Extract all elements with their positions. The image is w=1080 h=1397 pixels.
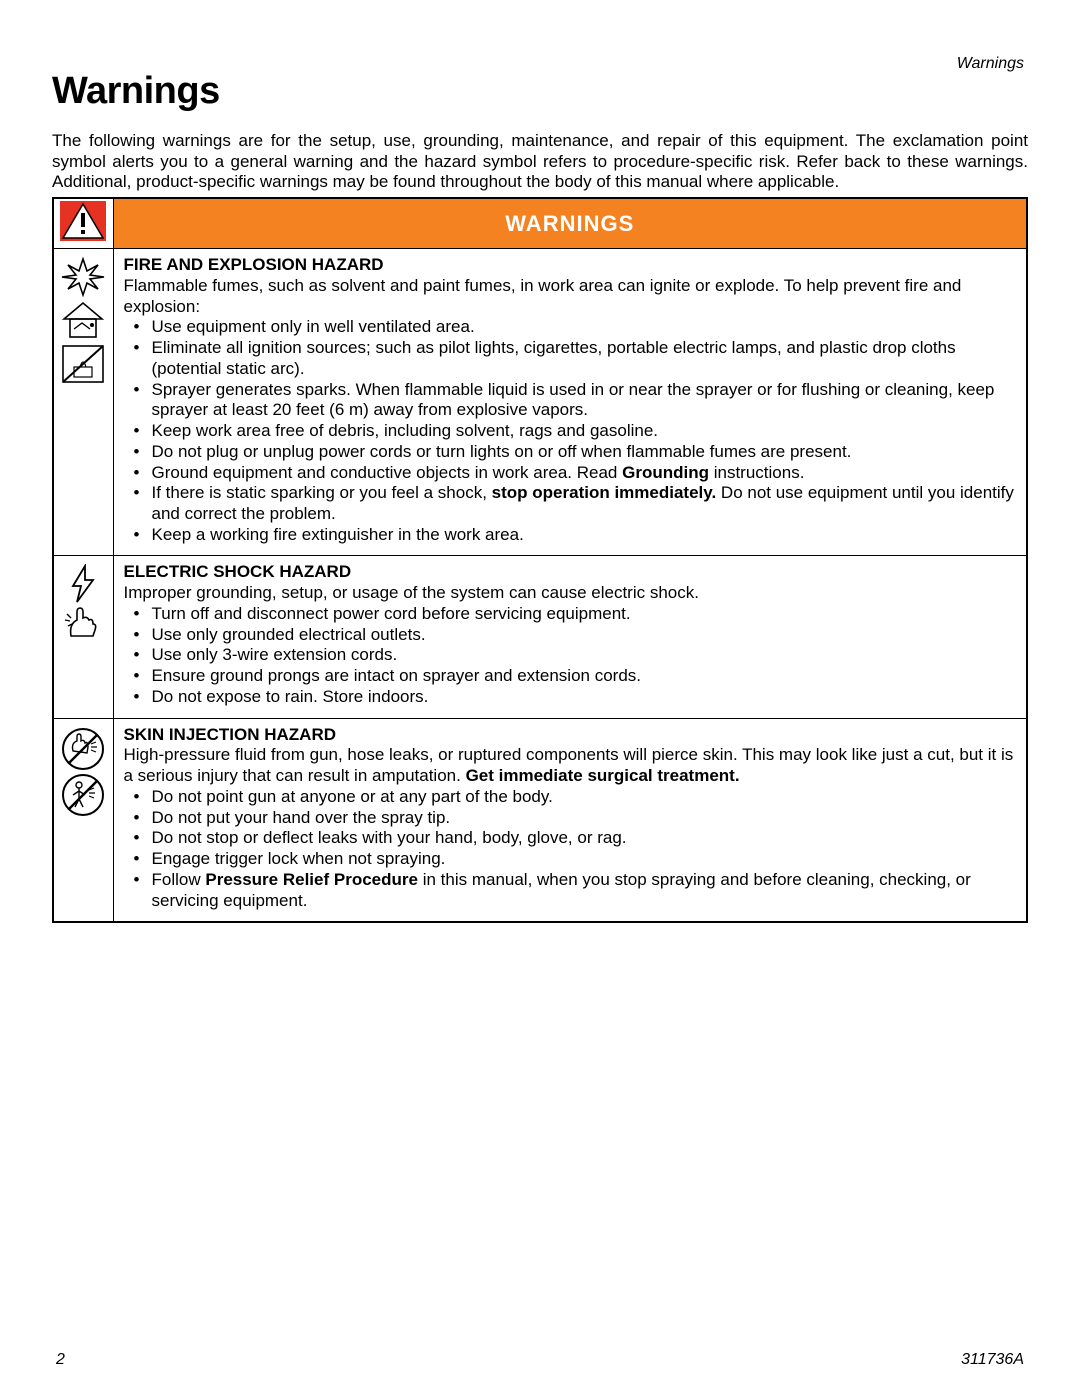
hazard-content-shock: ELECTRIC SHOCK HAZARD Improper grounding… bbox=[113, 556, 1027, 718]
no-open-flame-icon bbox=[60, 343, 106, 385]
hazard-title: SKIN INJECTION HAZARD bbox=[124, 725, 1017, 746]
house-fire-icon bbox=[60, 299, 106, 341]
hazard-content-injection: SKIN INJECTION HAZARD High-pressure flui… bbox=[113, 718, 1027, 922]
intro-paragraph: The following warnings are for the setup… bbox=[52, 131, 1028, 193]
list-item: Use equipment only in well ventilated ar… bbox=[152, 317, 1017, 338]
page-number: 2 bbox=[56, 1351, 65, 1369]
list-item: Ensure ground prongs are intact on spray… bbox=[152, 666, 1017, 687]
hazard-lead: Improper grounding, setup, or usage of t… bbox=[124, 583, 1017, 604]
warnings-table: WARNINGS FIRE AND EXPLOSION HAZARD Flamm… bbox=[52, 197, 1028, 923]
page-footer: 2 311736A bbox=[56, 1351, 1024, 1369]
hazard-title: ELECTRIC SHOCK HAZARD bbox=[124, 562, 1017, 583]
hazard-lead: High-pressure fluid from gun, hose leaks… bbox=[124, 745, 1017, 786]
hazard-title: FIRE AND EXPLOSION HAZARD bbox=[124, 255, 1017, 276]
list-item: Eliminate all ignition sources; such as … bbox=[152, 338, 1017, 379]
list-item: Use only grounded electrical outlets. bbox=[152, 625, 1017, 646]
warnings-header-label: WARNINGS bbox=[113, 198, 1027, 249]
alert-icon-cell bbox=[53, 198, 113, 249]
running-head: Warnings bbox=[957, 55, 1024, 73]
shock-hand-icon bbox=[63, 606, 103, 642]
list-item: Turn off and disconnect power cord befor… bbox=[152, 604, 1017, 625]
hazard-icons-shock bbox=[53, 556, 113, 718]
hazard-bullets-fire: Use equipment only in well ventilated ar… bbox=[124, 317, 1017, 545]
list-item: Engage trigger lock when not spraying. bbox=[152, 849, 1017, 870]
hazard-bullets-injection: Do not point gun at anyone or at any par… bbox=[124, 787, 1017, 911]
hazard-icons-fire bbox=[53, 249, 113, 556]
electric-bolt-icon bbox=[63, 564, 103, 604]
list-item: Use only 3-wire extension cords. bbox=[152, 645, 1017, 666]
list-item: Do not stop or deflect leaks with your h… bbox=[152, 828, 1017, 849]
hazard-content-fire: FIRE AND EXPLOSION HAZARD Flammable fume… bbox=[113, 249, 1027, 556]
no-hand-spray-icon bbox=[61, 727, 105, 771]
doc-id: 311736A bbox=[961, 1351, 1024, 1369]
list-item: If there is static sparking or you feel … bbox=[152, 483, 1017, 524]
list-item: Do not plug or unplug power cords or tur… bbox=[152, 442, 1017, 463]
list-item: Sprayer generates sparks. When flammable… bbox=[152, 380, 1017, 421]
exclamation-triangle-icon bbox=[60, 201, 106, 241]
hazard-row-shock: ELECTRIC SHOCK HAZARD Improper grounding… bbox=[53, 556, 1027, 718]
list-item: Do not point gun at anyone or at any par… bbox=[152, 787, 1017, 808]
list-item: Follow Pressure Relief Procedure in this… bbox=[152, 870, 1017, 911]
warnings-header-row: WARNINGS bbox=[53, 198, 1027, 249]
hazard-bullets-shock: Turn off and disconnect power cord befor… bbox=[124, 604, 1017, 708]
list-item: Keep work area free of debris, including… bbox=[152, 421, 1017, 442]
list-item: Ground equipment and conductive objects … bbox=[152, 463, 1017, 484]
list-item: Do not put your hand over the spray tip. bbox=[152, 808, 1017, 829]
hazard-lead: Flammable fumes, such as solvent and pai… bbox=[124, 276, 1017, 317]
explosion-icon bbox=[60, 257, 106, 297]
list-item: Do not expose to rain. Store indoors. bbox=[152, 687, 1017, 708]
page-title: Warnings bbox=[52, 70, 1028, 113]
hazard-row-injection: SKIN INJECTION HAZARD High-pressure flui… bbox=[53, 718, 1027, 922]
hazard-icons-injection bbox=[53, 718, 113, 922]
hazard-row-fire: FIRE AND EXPLOSION HAZARD Flammable fume… bbox=[53, 249, 1027, 556]
no-body-spray-icon bbox=[61, 773, 105, 817]
list-item: Keep a working fire extinguisher in the … bbox=[152, 525, 1017, 546]
